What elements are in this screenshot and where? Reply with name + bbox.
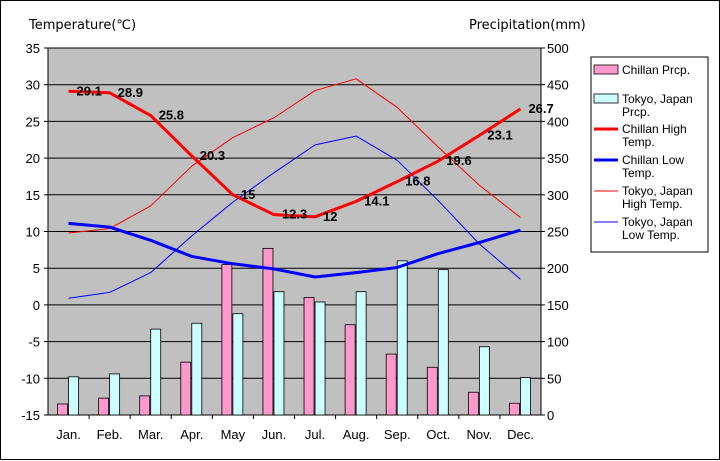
x-tick-label: Jun. <box>262 427 287 442</box>
x-tick-label: Jan. <box>56 427 81 442</box>
bar-tokyo-prcp <box>355 291 367 416</box>
bar-chillan-prcp <box>262 247 274 416</box>
x-tick-label: May <box>221 427 246 442</box>
x-tick-label: Mar. <box>138 427 163 442</box>
bar-chillan-prcp <box>139 395 151 416</box>
data-label-chillan-high: 16.8 <box>405 174 430 189</box>
bar-tokyo-prcp <box>314 301 326 416</box>
legend-swatch-bar <box>593 64 619 75</box>
bar-chillan-prcp <box>509 402 520 416</box>
bar-tokyo-prcp <box>273 291 285 416</box>
data-label-chillan-high: 20.3 <box>200 148 225 163</box>
data-label-chillan-high: 28.9 <box>118 85 143 100</box>
bar-chillan-prcp <box>467 391 479 416</box>
bar-chillan-prcp <box>344 324 356 416</box>
right-tick-label: 150 <box>547 298 569 313</box>
legend-label: Tokyo, Japan <box>622 215 693 229</box>
bar-chillan-prcp <box>426 366 438 416</box>
data-label-chillan-high: 12 <box>323 209 337 224</box>
right-axis-title: Precipitation(mm) <box>469 18 586 33</box>
bar-chillan-prcp <box>303 297 315 416</box>
legend-label: Chillan Low <box>622 153 684 167</box>
series-line-0 <box>68 89 522 219</box>
left-tick-label: 30 <box>26 78 40 93</box>
legend-label: Temp. <box>622 135 655 149</box>
bar-tokyo-prcp <box>232 313 244 416</box>
right-tick-label: 50 <box>547 371 561 386</box>
x-tick-label: Feb. <box>97 427 123 442</box>
right-tick-label: 400 <box>547 114 569 129</box>
bar-tokyo-prcp <box>520 377 531 416</box>
data-label-chillan-high: 29.1 <box>77 83 102 98</box>
legend-label: Tokyo, Japan <box>622 184 693 198</box>
legend-label: Temp. <box>622 166 655 180</box>
x-tick-label: Sep. <box>384 427 411 442</box>
data-label-chillan-high: 23.1 <box>487 127 512 142</box>
bar-chillan-prcp <box>180 361 192 416</box>
left-axis-title: Temperature(℃) <box>28 18 136 33</box>
left-tick-label: 15 <box>26 188 40 203</box>
x-tick-label: Nov. <box>466 427 492 442</box>
right-tick-label: 300 <box>547 188 569 203</box>
right-tick-label: 0 <box>547 408 554 423</box>
series-line-2 <box>68 78 521 234</box>
data-label-chillan-high: 15 <box>241 187 255 202</box>
right-tick-label: 500 <box>547 41 569 56</box>
bar-tokyo-prcp <box>396 260 408 416</box>
right-tick-label: 450 <box>547 78 569 93</box>
right-tick-label: 200 <box>547 261 569 276</box>
data-label-chillan-high: 14.1 <box>364 193 389 208</box>
data-label-chillan-high: 26.7 <box>528 101 553 116</box>
bar-tokyo-prcp <box>437 269 449 416</box>
x-tick-label: Dec. <box>507 427 534 442</box>
left-tick-label: 10 <box>26 225 40 240</box>
left-tick-label: 5 <box>33 261 40 276</box>
bar-tokyo-prcp <box>109 373 121 416</box>
x-tick-label: Aug. <box>343 427 370 442</box>
x-tick-label: Jul. <box>305 427 325 442</box>
left-tick-label: -15 <box>21 408 40 423</box>
bar-chillan-prcp <box>57 403 68 416</box>
left-tick-label: -10 <box>21 371 40 386</box>
bar-tokyo-prcp <box>191 322 203 416</box>
right-tick-label: 350 <box>547 151 569 166</box>
bar-chillan-prcp <box>98 397 110 416</box>
bar-tokyo-prcp <box>68 376 79 416</box>
left-tick-label: 35 <box>26 41 40 56</box>
legend-label: Chillan Prcp. <box>622 63 690 77</box>
data-label-chillan-high: 25.8 <box>159 108 184 123</box>
right-tick-label: 250 <box>547 225 569 240</box>
legend-label: Chillan High <box>622 122 687 136</box>
bar-tokyo-prcp <box>478 346 490 416</box>
x-tick-label: Apr. <box>180 427 203 442</box>
data-label-chillan-high: 12.3 <box>282 207 307 222</box>
left-tick-label: 0 <box>33 298 40 313</box>
x-tick-label: Oct. <box>426 427 450 442</box>
bar-chillan-prcp <box>221 264 233 416</box>
legend-label: Low Temp. <box>622 228 680 242</box>
bar-chillan-prcp <box>385 353 397 416</box>
data-label-chillan-high: 19.6 <box>446 153 471 168</box>
series-line-3 <box>68 135 521 299</box>
right-tick-label: 100 <box>547 335 569 350</box>
legend-box <box>590 56 709 253</box>
legend-label: Prcp. <box>622 105 650 119</box>
legend-swatch-bar <box>593 93 619 104</box>
left-tick-label: 25 <box>26 114 40 129</box>
legend-label: High Temp. <box>622 197 682 211</box>
bar-tokyo-prcp <box>150 328 162 416</box>
left-tick-label: 20 <box>26 151 40 166</box>
legend-label: Tokyo, Japan <box>622 92 693 106</box>
series-line-1 <box>68 221 521 279</box>
left-tick-label: -5 <box>28 335 40 350</box>
